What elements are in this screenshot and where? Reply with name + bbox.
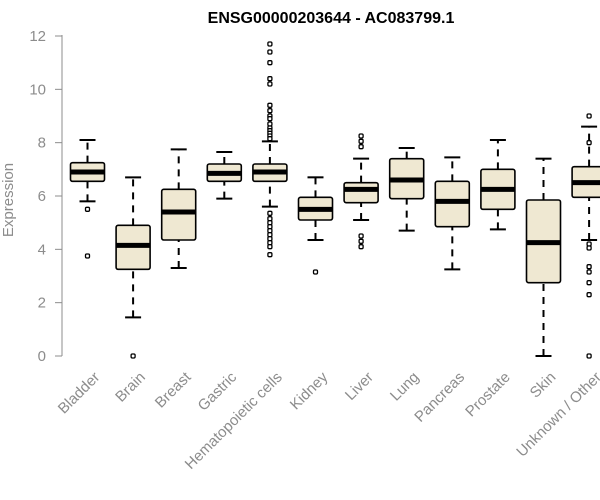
box-group xyxy=(252,41,288,258)
outlier-point xyxy=(84,206,91,212)
y-tick-label: 4 xyxy=(38,241,46,258)
outlier-point xyxy=(312,269,319,275)
y-tick-label: 10 xyxy=(29,81,46,98)
box-group xyxy=(571,113,600,359)
outlier-point xyxy=(267,244,273,250)
outlier-point xyxy=(586,280,592,286)
outlier-point xyxy=(586,113,592,119)
outlier-point xyxy=(267,136,273,142)
outlier-point xyxy=(267,210,273,216)
outlier-point xyxy=(586,264,592,270)
outlier-point xyxy=(130,353,136,359)
outlier-point xyxy=(358,244,364,250)
outlier-point xyxy=(358,138,364,144)
y-tick-label: 2 xyxy=(38,295,46,312)
box-group xyxy=(343,133,379,250)
box-group xyxy=(69,139,106,259)
outlier-point xyxy=(267,102,273,108)
outlier-point xyxy=(267,60,273,66)
x-tick-label: Liver xyxy=(342,369,377,404)
outlier-point xyxy=(358,144,364,150)
outlier-point xyxy=(267,76,273,82)
y-tick-label: 0 xyxy=(38,348,46,365)
outlier-point xyxy=(267,41,273,47)
outlier-point xyxy=(267,108,273,114)
box-group xyxy=(480,139,516,231)
box-group xyxy=(115,176,151,359)
outlier-point xyxy=(358,233,364,239)
box-group xyxy=(525,157,562,357)
y-tick-label: 12 xyxy=(29,28,46,45)
outlier-point xyxy=(84,253,91,259)
y-tick-label: 8 xyxy=(38,135,46,152)
outlier-point xyxy=(586,292,592,298)
x-tick-label: Breast xyxy=(152,368,195,411)
outlier-point xyxy=(586,353,592,359)
box-group xyxy=(388,147,425,232)
outlier-point xyxy=(586,269,592,275)
outlier-point xyxy=(267,116,273,122)
y-axis-ticks: 0 2 4 6 8 10 12 xyxy=(29,28,62,365)
outlier-point xyxy=(267,81,273,87)
outlier-point xyxy=(586,140,592,146)
box-iqr xyxy=(434,180,471,228)
outlier-point xyxy=(586,245,592,251)
outlier-point xyxy=(267,49,273,55)
box-iqr xyxy=(343,181,379,204)
x-tick-label: Skin xyxy=(527,369,560,402)
chart-title: ENSG00000203644 - AC083799.1 xyxy=(208,10,455,27)
y-tick-label: 6 xyxy=(38,188,46,205)
x-tick-label: Brain xyxy=(112,369,149,406)
y-axis-title: Expression xyxy=(0,163,17,237)
box-group xyxy=(206,151,243,200)
boxes-group xyxy=(69,41,600,359)
outlier-point xyxy=(267,252,273,258)
x-tick-label: Prostate xyxy=(462,369,514,421)
x-tick-label: Bladder xyxy=(55,369,104,418)
box-group xyxy=(297,176,334,275)
x-tick-label: Lung xyxy=(387,369,423,405)
outlier-point xyxy=(358,238,364,244)
box-iqr xyxy=(160,188,197,241)
outlier-point xyxy=(358,133,364,139)
x-tick-label: Gastric xyxy=(195,368,241,414)
box-group xyxy=(160,148,197,269)
box-group xyxy=(434,156,471,271)
x-tick-label: Pancreas xyxy=(411,369,468,426)
x-tick-label: Kidney xyxy=(287,368,332,413)
